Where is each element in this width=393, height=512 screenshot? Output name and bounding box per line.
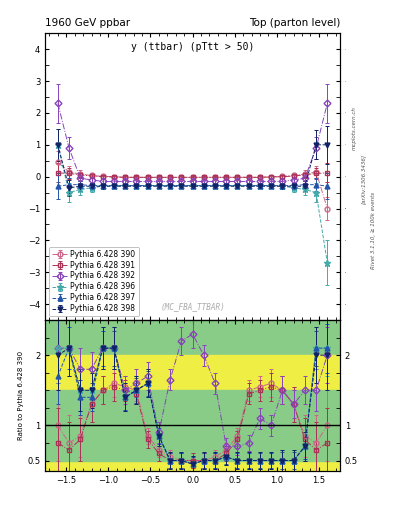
Bar [45,390,340,460]
Legend: Pythia 6.428 390, Pythia 6.428 391, Pythia 6.428 392, Pythia 6.428 396, Pythia 6: Pythia 6.428 390, Pythia 6.428 391, Pyth… [49,247,139,316]
Bar [45,355,340,496]
Text: Rivet 3.1.10, ≥ 100k events: Rivet 3.1.10, ≥ 100k events [371,192,376,269]
Text: 1960 GeV ppbar: 1960 GeV ppbar [45,18,130,28]
Y-axis label: Ratio to Pythia 6.428 390: Ratio to Pythia 6.428 390 [18,351,24,440]
Text: Top (parton level): Top (parton level) [248,18,340,28]
Text: y (ttbar) (pTtt > 50): y (ttbar) (pTtt > 50) [131,42,254,52]
Text: mcplots.cern.ch: mcplots.cern.ch [352,106,357,150]
Text: (MC_FBA_TTBAR): (MC_FBA_TTBAR) [160,303,225,311]
Text: [arXiv:1306.3436]: [arXiv:1306.3436] [362,154,367,204]
